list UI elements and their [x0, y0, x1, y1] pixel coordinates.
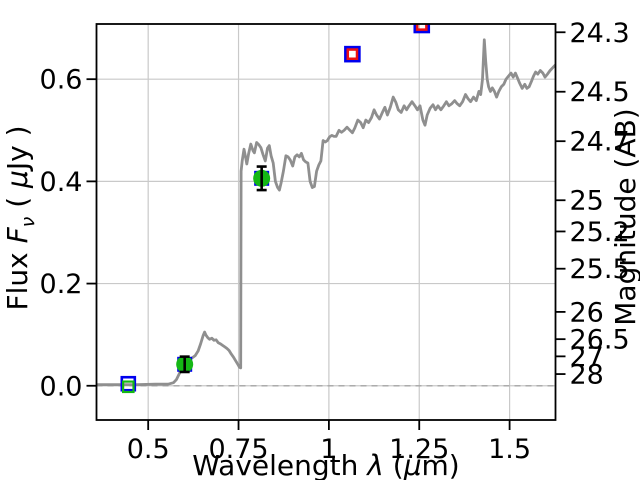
- label-part: μ: [1, 170, 35, 188]
- y-tick-label-right: 25: [570, 186, 604, 217]
- label-part: m): [421, 449, 460, 480]
- label-part: λ: [367, 449, 384, 480]
- y-tick-label-right: 25.2: [570, 217, 630, 248]
- nondetection-square-blue: [120, 375, 137, 392]
- y-tick-label-left: 0.0: [40, 371, 83, 402]
- y-tick-label-left: 0.4: [40, 167, 83, 198]
- data-layer: [96, 24, 556, 394]
- x-tick-label: 0.75: [208, 434, 268, 465]
- label-part: F: [1, 227, 35, 244]
- y-tick-label-right: 25.5: [570, 254, 630, 285]
- model-flux-square-blue: [344, 45, 361, 63]
- plot-frame: [95, 23, 557, 421]
- label-part: (: [1, 187, 35, 217]
- y-tick-label-left: 0.2: [40, 269, 83, 300]
- y-axis-label-right: Magnitude (AB): [609, 108, 640, 326]
- nondetection-square-green: [122, 380, 135, 394]
- y-tick-label-right: 24.3: [570, 18, 630, 49]
- label-part: Jy ): [1, 125, 35, 171]
- y-tick-label-right: 24.5: [570, 77, 630, 108]
- y-tick-label-right: 28: [570, 360, 604, 391]
- y-tick-label-right: 24.7: [570, 127, 630, 158]
- label-part: Wavelength: [192, 449, 368, 480]
- label-part: ν: [16, 216, 39, 228]
- y-tick-label-right: 26.5: [570, 325, 630, 356]
- y-axis-label-left: Flux Fν ( μJy ): [1, 125, 39, 311]
- label-part: μ: [403, 449, 422, 480]
- x-tick-label: 0.5: [127, 434, 170, 465]
- x-tick-label: 1.5: [488, 434, 531, 465]
- spectrum-line: [96, 38, 556, 387]
- x-tick-label: 1.25: [389, 434, 449, 465]
- label-part: Flux: [1, 243, 35, 311]
- model-flux-square-red: [346, 48, 359, 60]
- y-tick-label-right: 26: [570, 297, 604, 328]
- x-tick-label: 1: [320, 434, 337, 465]
- x-axis-label: Wavelength λ (μm): [192, 452, 459, 480]
- y-tick-label-left: 0.6: [40, 65, 83, 96]
- y-tick-label-right: 27: [570, 342, 604, 373]
- model-flux-square-red: [415, 24, 428, 31]
- label-part: (: [383, 449, 404, 480]
- model-flux-square-blue: [413, 24, 431, 34]
